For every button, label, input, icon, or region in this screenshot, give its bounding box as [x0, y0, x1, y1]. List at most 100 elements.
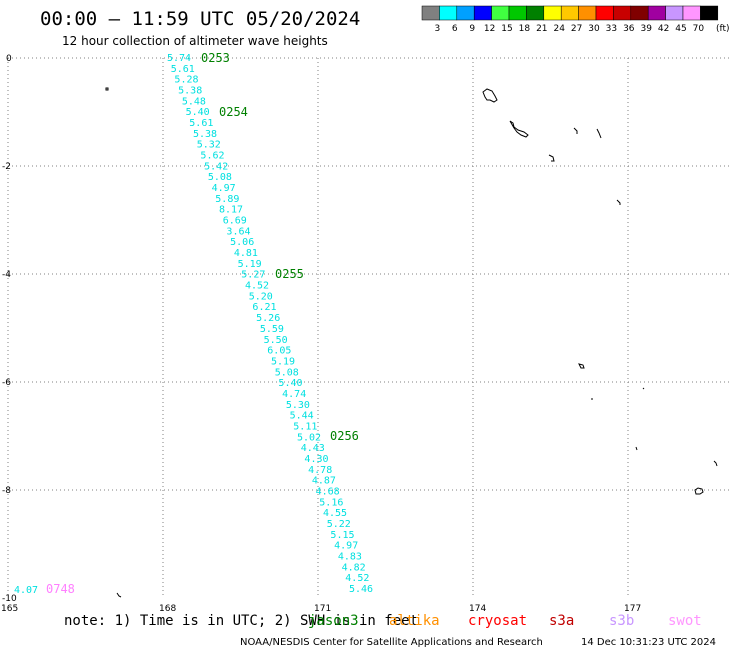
- legend-swatch: [613, 5, 632, 21]
- legend-label: 30: [588, 24, 600, 34]
- swh-value: 4.74: [282, 389, 306, 400]
- page-title: 00:00 – 11:59 UTC 05/20/2024: [40, 8, 360, 30]
- swh-value: 4.55: [323, 508, 347, 519]
- swh-value: 5.48: [182, 96, 206, 107]
- legend-label: 45: [675, 24, 686, 34]
- color-legend: 3 6 9 12 15 18 21 24 27 30 33 36 39 42 45 70: [421, 5, 719, 34]
- island-shape: [596, 128, 602, 139]
- legend-swatch: [665, 5, 684, 21]
- swh-value: 5.46: [349, 584, 373, 595]
- island-shape: [578, 363, 585, 369]
- lat-tick-label: -10: [2, 594, 17, 604]
- legend-label: 36: [623, 24, 635, 34]
- swh-value: 5.30: [286, 400, 310, 411]
- island-shape: [509, 120, 529, 138]
- lat-tick-label: 0: [6, 54, 12, 64]
- swh-value: 5.16: [319, 497, 343, 508]
- swh-value: 5.22: [327, 519, 351, 530]
- swh-value: 5.42: [204, 161, 228, 172]
- island-shape: [616, 199, 621, 205]
- satellite-name: jason3: [308, 613, 359, 629]
- swh-value: 5.08: [275, 367, 299, 378]
- legend-swatch: [560, 5, 579, 21]
- swh-value: 5.61: [171, 64, 195, 75]
- lone-swh-value: 4.07: [14, 585, 38, 596]
- swh-value: 5.89: [215, 194, 239, 205]
- legend-label: 9: [469, 24, 475, 34]
- island-shape: [105, 87, 109, 91]
- credit-right: 14 Dec 10:31:23 UTC 2024: [581, 637, 716, 648]
- swh-value: 4.30: [304, 454, 328, 465]
- swh-value: 5.40: [186, 107, 210, 118]
- swh-value: 5.26: [256, 313, 280, 324]
- swh-value: 5.44: [290, 411, 314, 422]
- swh-value: 6.05: [267, 346, 291, 357]
- legend-label: 18: [519, 24, 531, 34]
- swh-value: 5.02: [297, 432, 321, 443]
- swh-value: 4.52: [245, 281, 269, 292]
- legend-label: 70: [693, 24, 705, 34]
- swh-value: 5.50: [264, 335, 288, 346]
- swh-value: 5.59: [260, 324, 284, 335]
- legend-swatch: [630, 5, 649, 21]
- legend-swatch: [700, 5, 719, 21]
- swh-value: 5.62: [200, 151, 224, 162]
- swh-value: 4.68: [316, 486, 340, 497]
- legend-label: 3: [435, 24, 441, 34]
- legend-swatch: [682, 5, 701, 21]
- legend-label: 15: [501, 24, 512, 34]
- legend-label: 27: [571, 24, 582, 34]
- time-label: 0256: [330, 429, 359, 443]
- satellite-name: altika: [389, 613, 440, 629]
- lat-tick-label: -8: [2, 486, 11, 496]
- swh-value: 5.11: [293, 421, 317, 432]
- satellite-name: cryosat: [468, 613, 527, 629]
- swh-value: 5.19: [238, 259, 262, 270]
- swh-value: 5.06: [230, 237, 254, 248]
- swh-value: 6.69: [223, 216, 247, 227]
- legend-swatch: [508, 5, 527, 21]
- footer-note: note: 1) Time is in UTC; 2) SWH is in fe…: [64, 613, 418, 629]
- legend-swatch: [647, 5, 666, 21]
- lon-tick-label: 168: [159, 604, 176, 614]
- altimeter-track: 5.745.615.285.385.485.405.615.385.325.62…: [167, 51, 373, 595]
- swh-value: 4.97: [212, 183, 236, 194]
- lone-time-label: 0748: [46, 582, 75, 596]
- lat-tick-label: -4: [2, 270, 11, 280]
- lon-tick-label: 165: [1, 604, 18, 614]
- legend-label: 6: [452, 24, 458, 34]
- swh-value: 5.40: [278, 378, 302, 389]
- island-shape: [713, 460, 718, 467]
- legend-swatch: [439, 5, 458, 21]
- swh-value: 4.97: [334, 541, 358, 552]
- lat-tick-label: -6: [2, 378, 11, 388]
- lon-tick-label: 171: [314, 604, 331, 614]
- legend-label: 42: [658, 24, 669, 34]
- lon-tick-label: 177: [624, 604, 641, 614]
- swh-value: 5.38: [178, 86, 202, 97]
- swh-value: 4.81: [234, 248, 258, 259]
- axis-ticks: 165 168 171 174 177 0 -2 -4 -6 -8 -10: [1, 54, 641, 614]
- legend-swatch: [543, 5, 562, 21]
- legend-swatch: [526, 5, 545, 21]
- swh-value: 4.82: [342, 562, 366, 573]
- swh-value: 4.83: [338, 551, 362, 562]
- legend-label: 39: [640, 24, 652, 34]
- island-shape: [635, 446, 638, 451]
- island-shape: [548, 154, 555, 162]
- legend-swatch: [421, 5, 440, 21]
- satellite-legend: jason3 altika cryosat s3a s3b swot: [308, 613, 702, 629]
- time-label: 0254: [219, 105, 248, 119]
- legend-swatch: [578, 5, 597, 21]
- legend-label: 21: [536, 24, 547, 34]
- swh-value: 3.64: [226, 226, 250, 237]
- satellite-name: swot: [668, 613, 702, 629]
- swh-value: 5.32: [197, 140, 221, 151]
- island-shape: [694, 487, 704, 495]
- swh-value: 5.20: [249, 291, 273, 302]
- time-label: 0253: [201, 51, 230, 65]
- island-shape: [642, 387, 645, 390]
- legend-swatch: [491, 5, 510, 21]
- lat-tick-label: -2: [2, 162, 11, 172]
